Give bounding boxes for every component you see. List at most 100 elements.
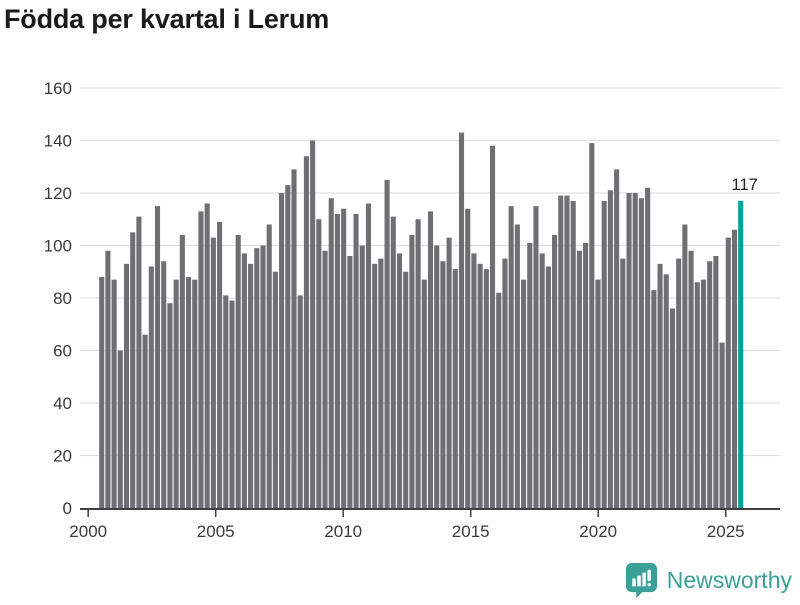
bar — [614, 169, 620, 509]
bar — [148, 266, 154, 508]
bar — [576, 250, 582, 508]
x-tick-label: 2025 — [707, 522, 745, 541]
bar — [694, 282, 700, 508]
bar — [632, 193, 638, 508]
logo-text: Newsworthy — [666, 566, 792, 593]
y-tick-label: 120 — [44, 184, 72, 203]
bar — [229, 300, 235, 509]
bar — [322, 250, 328, 508]
bar — [334, 214, 340, 508]
bar — [521, 279, 527, 509]
bar — [285, 185, 291, 509]
bar — [458, 132, 465, 509]
bar — [384, 179, 390, 509]
bar — [167, 303, 173, 508]
bar — [316, 219, 322, 508]
bar — [564, 195, 570, 509]
bar — [378, 258, 384, 509]
y-tick-label: 0 — [63, 499, 72, 518]
bar — [483, 269, 489, 509]
bar — [241, 253, 247, 509]
y-tick-label: 40 — [53, 394, 72, 413]
y-tick-label: 80 — [53, 289, 72, 308]
bar — [260, 245, 266, 508]
bar — [601, 200, 607, 509]
bar — [291, 169, 297, 509]
bar — [626, 193, 632, 508]
bar — [409, 235, 415, 508]
bar — [353, 214, 359, 508]
bar — [713, 256, 719, 508]
bar — [452, 269, 458, 509]
x-tick-label: 2000 — [69, 522, 107, 541]
bar — [552, 235, 558, 508]
bar — [117, 350, 123, 508]
bar — [595, 279, 601, 509]
bar — [427, 211, 434, 509]
bar — [682, 224, 688, 508]
bar — [434, 245, 440, 508]
bar — [527, 242, 533, 509]
bar — [607, 190, 613, 509]
bar — [365, 203, 372, 508]
bar — [235, 235, 241, 508]
bar — [130, 232, 136, 509]
bar — [669, 308, 676, 508]
bar — [154, 206, 161, 509]
bar — [99, 277, 105, 508]
bar — [223, 295, 229, 509]
bar — [310, 140, 316, 508]
bar — [198, 211, 204, 509]
bar — [496, 292, 502, 508]
y-tick-label: 160 — [44, 79, 72, 98]
bar — [105, 250, 111, 508]
bar — [502, 258, 508, 509]
bar — [123, 263, 130, 509]
bar — [539, 253, 545, 509]
bar — [248, 263, 254, 509]
bar — [508, 206, 514, 509]
bar — [657, 263, 663, 509]
latest-value-label: 117 — [732, 176, 758, 194]
bar — [589, 143, 595, 509]
bar — [446, 237, 452, 509]
bar — [328, 198, 334, 508]
bar — [186, 277, 192, 508]
highlighted-bar — [738, 200, 744, 509]
bar — [204, 203, 210, 508]
bar — [415, 219, 421, 508]
bar — [179, 235, 185, 508]
bar — [514, 224, 520, 508]
x-tick-label: 2005 — [197, 522, 235, 541]
bar — [688, 250, 694, 508]
y-tick-label: 140 — [44, 132, 72, 151]
bar — [142, 334, 148, 508]
bar — [161, 261, 167, 508]
bar — [533, 206, 539, 509]
bar — [583, 242, 589, 509]
bar — [173, 279, 179, 509]
bar — [111, 279, 117, 509]
y-tick-label: 20 — [53, 447, 72, 466]
bar — [297, 295, 303, 509]
bar — [372, 263, 378, 509]
bar — [725, 237, 731, 509]
bar — [217, 221, 223, 509]
y-tick-label: 60 — [53, 342, 72, 361]
bar — [477, 263, 483, 509]
bar — [403, 271, 409, 508]
x-tick-label: 2020 — [579, 522, 617, 541]
bar — [545, 266, 551, 508]
x-tick-label: 2010 — [324, 522, 362, 541]
bar — [570, 200, 576, 509]
bar — [620, 258, 626, 509]
bar — [192, 279, 198, 509]
bar — [707, 261, 713, 508]
bar — [489, 145, 496, 508]
bar — [421, 279, 427, 509]
page-title: Födda per kvartal i Lerum — [4, 4, 330, 34]
bar — [731, 229, 738, 508]
bar — [210, 237, 216, 509]
bar — [471, 253, 477, 509]
